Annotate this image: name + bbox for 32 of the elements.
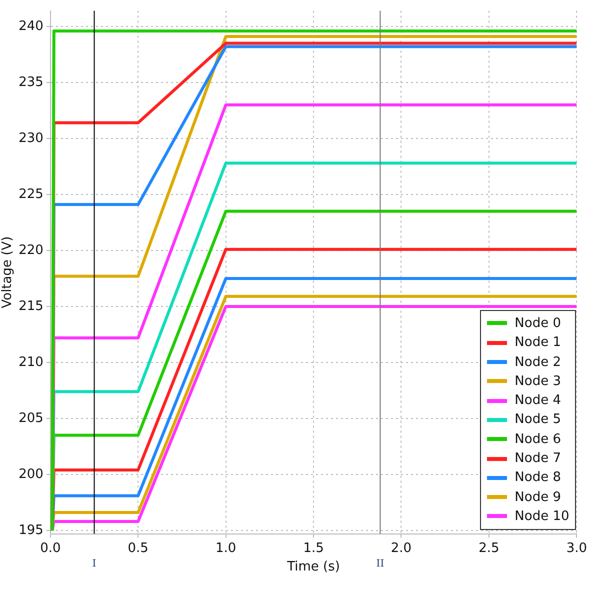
x-axis-title: Time (s) (286, 560, 340, 575)
legend-label: Node 9 (514, 490, 561, 505)
y-axis-title: Voltage (V) (0, 236, 16, 308)
ref-line-label: I (92, 558, 96, 570)
legend-label: Node 0 (514, 316, 561, 331)
legend-label: Node 6 (514, 432, 561, 447)
x-tick-label: 0.0 (40, 540, 61, 556)
legend-label: Node 2 (514, 354, 561, 370)
legend-label: Node 10 (514, 508, 570, 524)
legend-label: Node 1 (514, 335, 561, 350)
y-tick-label: 200 (18, 466, 44, 482)
y-tick-label: 210 (18, 354, 44, 370)
x-tick-label: 0.5 (128, 540, 148, 556)
legend-label: Node 4 (514, 393, 561, 408)
legend-label: Node 8 (514, 470, 561, 486)
x-tick-label: 2.5 (478, 540, 500, 556)
x-tick-label: 2.0 (390, 540, 412, 556)
y-tick-label: 240 (18, 18, 44, 34)
y-tick-label: 235 (18, 74, 44, 90)
y-tick-label: 230 (18, 130, 44, 146)
ref-line-label: II (376, 558, 384, 570)
y-tick-label: 205 (18, 410, 44, 426)
x-tick-label: 1.0 (215, 540, 236, 556)
y-tick-label: 195 (18, 522, 44, 538)
y-tick-label: 220 (18, 242, 44, 258)
y-tick-label: 215 (18, 298, 44, 314)
legend-label: Node 3 (514, 374, 561, 389)
x-tick-label: 3.0 (566, 540, 588, 556)
legend-label: Node 5 (514, 412, 561, 428)
y-tick-label: 225 (18, 186, 44, 202)
legend-label: Node 7 (514, 451, 561, 466)
x-tick-label: 1.5 (303, 540, 324, 556)
